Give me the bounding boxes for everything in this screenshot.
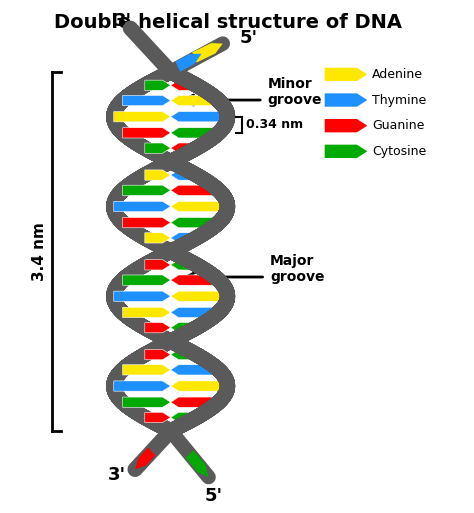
Polygon shape — [171, 112, 228, 122]
Polygon shape — [171, 260, 196, 270]
Polygon shape — [325, 119, 367, 132]
Polygon shape — [171, 185, 219, 195]
Polygon shape — [171, 323, 196, 333]
Polygon shape — [175, 54, 201, 72]
Polygon shape — [186, 450, 209, 477]
Polygon shape — [171, 275, 219, 285]
Polygon shape — [123, 275, 171, 285]
Polygon shape — [123, 218, 171, 228]
Polygon shape — [325, 145, 367, 158]
Polygon shape — [171, 397, 219, 407]
Text: Cytosine: Cytosine — [372, 145, 426, 158]
Polygon shape — [114, 112, 171, 122]
Text: 3.4 nm: 3.4 nm — [32, 222, 47, 281]
Polygon shape — [171, 365, 219, 375]
Polygon shape — [145, 412, 171, 423]
Polygon shape — [171, 307, 219, 318]
Polygon shape — [171, 202, 228, 211]
Polygon shape — [123, 307, 171, 318]
Text: Thymine: Thymine — [372, 93, 426, 107]
Text: 3': 3' — [108, 465, 126, 484]
Text: 5': 5' — [204, 487, 222, 505]
Polygon shape — [171, 233, 196, 243]
Polygon shape — [325, 93, 367, 107]
Polygon shape — [123, 128, 171, 138]
Polygon shape — [171, 412, 196, 423]
Text: Double helical structure of DNA: Double helical structure of DNA — [54, 13, 401, 32]
Polygon shape — [171, 170, 196, 180]
Polygon shape — [171, 349, 196, 360]
Polygon shape — [171, 95, 219, 106]
Text: 3': 3' — [114, 11, 132, 30]
Polygon shape — [171, 218, 219, 228]
Polygon shape — [123, 185, 171, 195]
Polygon shape — [123, 365, 171, 375]
Text: Adenine: Adenine — [372, 68, 423, 81]
Polygon shape — [135, 447, 155, 469]
Polygon shape — [171, 143, 196, 153]
Polygon shape — [192, 43, 223, 63]
Polygon shape — [145, 260, 171, 270]
Polygon shape — [171, 80, 196, 90]
Polygon shape — [145, 323, 171, 333]
Polygon shape — [325, 68, 367, 81]
Polygon shape — [171, 128, 219, 138]
Text: Minor
groove: Minor groove — [268, 77, 322, 107]
Polygon shape — [145, 80, 171, 90]
Polygon shape — [114, 381, 171, 391]
Polygon shape — [145, 349, 171, 360]
Polygon shape — [171, 291, 228, 302]
Polygon shape — [114, 291, 171, 302]
Text: 5': 5' — [239, 29, 257, 48]
Text: Major
groove: Major groove — [270, 254, 325, 284]
Polygon shape — [123, 95, 171, 106]
Polygon shape — [123, 397, 171, 407]
Text: Guanine: Guanine — [372, 119, 424, 132]
Polygon shape — [171, 381, 228, 391]
Polygon shape — [145, 143, 171, 153]
Polygon shape — [145, 170, 171, 180]
Polygon shape — [145, 233, 171, 243]
Polygon shape — [114, 202, 171, 211]
Text: 0.34 nm: 0.34 nm — [246, 119, 304, 131]
